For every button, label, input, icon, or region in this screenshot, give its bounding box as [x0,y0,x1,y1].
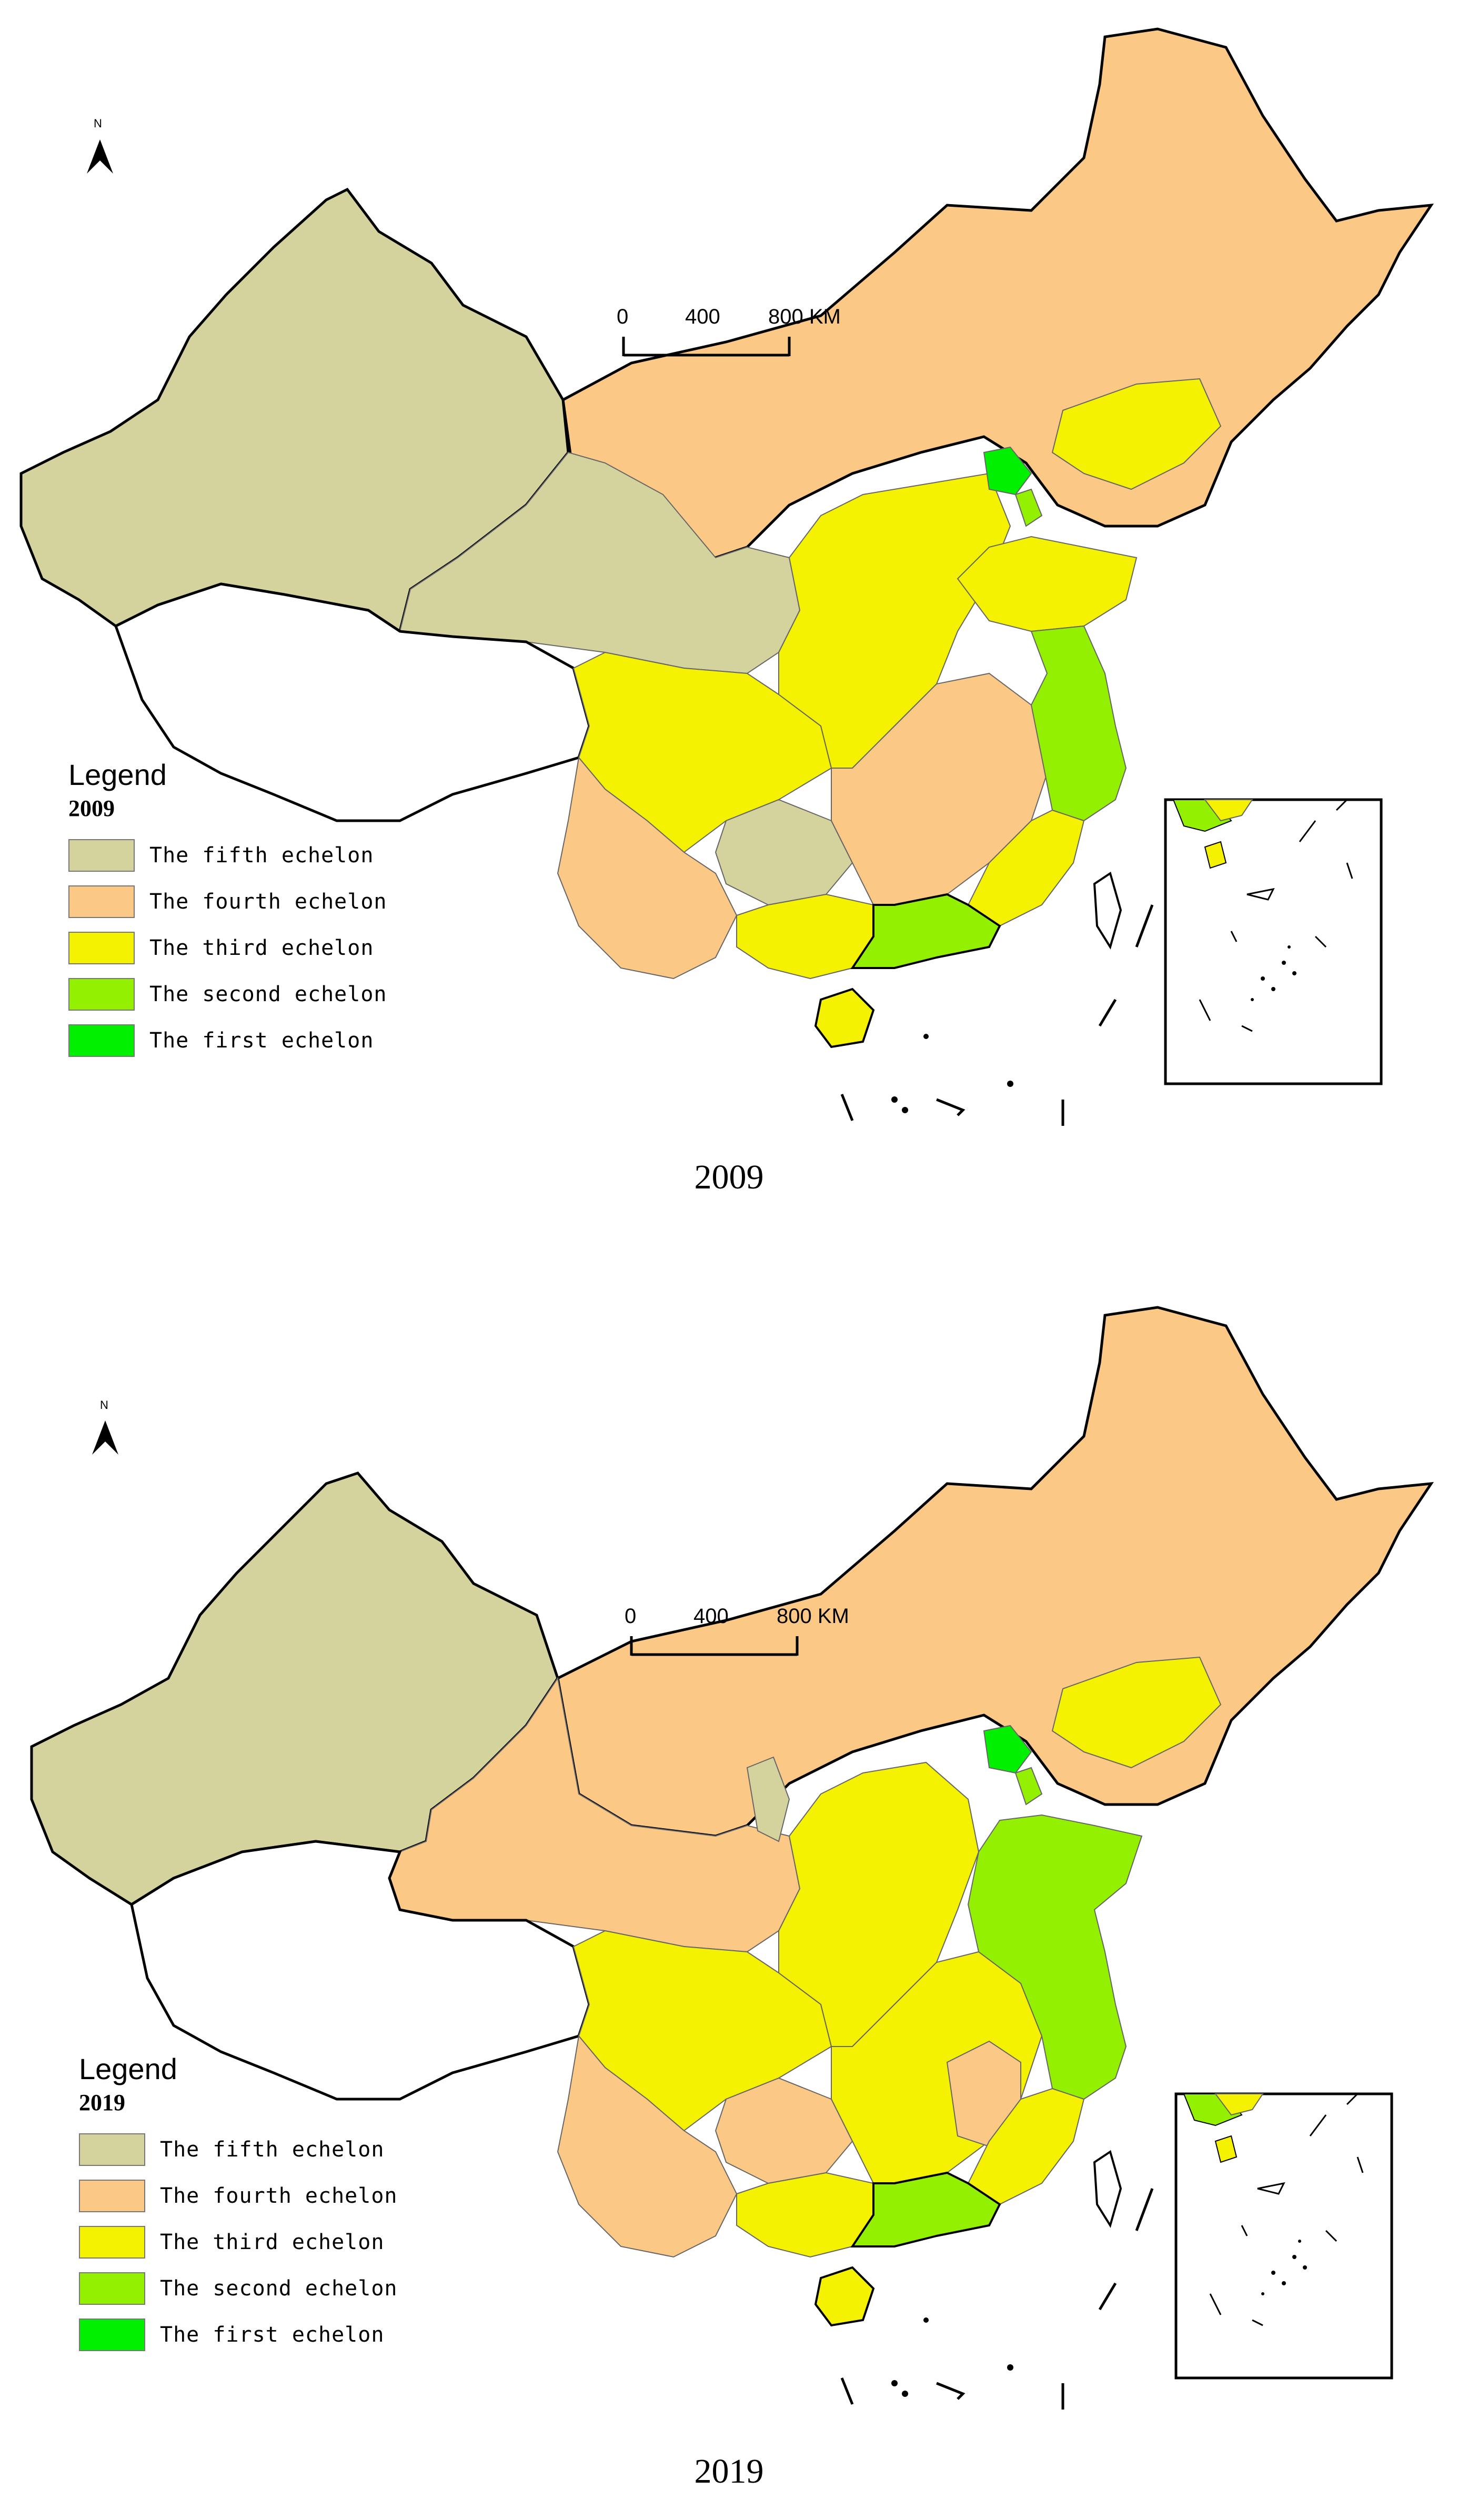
legend-label: The first echelon [160,2323,385,2347]
legend-label: The fifth echelon [149,843,374,868]
north-label: N [100,1398,108,1412]
south-sea-islands [840,2188,1154,2410]
legend-swatch [79,2226,145,2259]
region-tianjin [1014,488,1043,527]
region-liaoning [1051,378,1222,490]
scale-tick-400: 400 [693,1605,729,1628]
legend-item: The fifth echelon [79,2126,397,2173]
legend-item: The second echelon [79,2265,397,2312]
legend-swatch [68,885,135,918]
region-taiwan [1093,871,1122,950]
north-arrow [87,139,113,174]
legend-swatch [68,839,135,872]
caption-2009: 2009 [694,1158,764,1196]
region-taiwan [1093,2150,1122,2228]
south-china-sea-inset [1174,2092,1393,2380]
legend-swatch [79,2272,145,2305]
legend-swatch [79,2180,145,2212]
legend-label: The third echelon [149,936,374,960]
scale-bar [622,337,791,357]
legend-item: The third echelon [68,925,387,971]
legend-swatch [68,1024,135,1057]
legend-swatch [68,932,135,964]
region-central-third [778,1761,980,2047]
legend-item: The fourth echelon [68,879,387,925]
legend-label: The fourth echelon [160,2184,398,2208]
region-shandong [957,536,1138,632]
scale-tick-0: 0 [625,1605,637,1628]
scale-tick-0: 0 [617,305,629,328]
legend-item: The fourth echelon [79,2173,397,2219]
region-beijing [983,1725,1032,1774]
legend-swatch [79,2319,145,2351]
region-tianjin [1014,1767,1043,1806]
legend-swatch [68,978,135,1011]
caption-2019: 2019 [694,2452,764,2491]
legend-swatch [79,2133,145,2166]
legend-item: The third echelon [79,2219,397,2265]
legend-title: Legend [68,758,167,791]
region-hainan [814,2266,875,2327]
region-beijing [983,446,1032,496]
legend-label: The fourth echelon [149,890,387,914]
south-china-sea-inset [1164,798,1383,1085]
region-hainan [814,987,875,1049]
north-arrow [92,1420,118,1455]
legend-label: The fifth echelon [160,2138,385,2162]
legend-label: The second echelon [149,982,387,1006]
legend-label: The third echelon [160,2230,385,2254]
legend-year: 2019 [79,2090,125,2115]
legend-title: Legend [79,2052,177,2085]
scale-bar [630,1636,799,1656]
legend: Legend 2009 The fifth echelon The fourth… [68,758,387,1064]
region-east-coast [967,1814,1143,2100]
legend-item: The second echelon [68,971,387,1017]
map-2009 [19,27,1434,1126]
north-label: N [94,117,102,130]
map-panel-2019: N 0 400 800 KM Legend 2019 The fifth ech… [0,1273,1458,2520]
south-sea-islands [840,904,1154,1126]
region-jiangsu-zhejiang [1030,625,1127,822]
scale-tick-800: 800 KM [777,1605,849,1628]
map-panel-2009: N 0 400 800 KM Legend 2009 The fifth ech… [0,0,1458,1226]
region-yunnan [557,2034,738,2258]
legend-item: The first echelon [79,2312,397,2358]
legend-label: The first echelon [149,1029,374,1053]
legend-label: The second echelon [160,2276,398,2301]
legend-year: 2009 [68,795,115,821]
region-guangdong [850,2171,1001,2247]
region-guangdong [850,893,1001,969]
scale-tick-800: 800 KM [768,305,841,328]
legend: Legend 2019 The fifth echelon The fourth… [79,2052,397,2358]
legend-item: The first echelon [68,1017,387,1064]
region-yunnan [557,756,738,980]
region-ningxia [746,1756,790,1842]
legend-item: The fifth echelon [68,832,387,879]
region-liaoning [1051,1656,1222,1769]
scale-tick-400: 400 [685,305,720,328]
map-2019 [30,1306,1434,2410]
